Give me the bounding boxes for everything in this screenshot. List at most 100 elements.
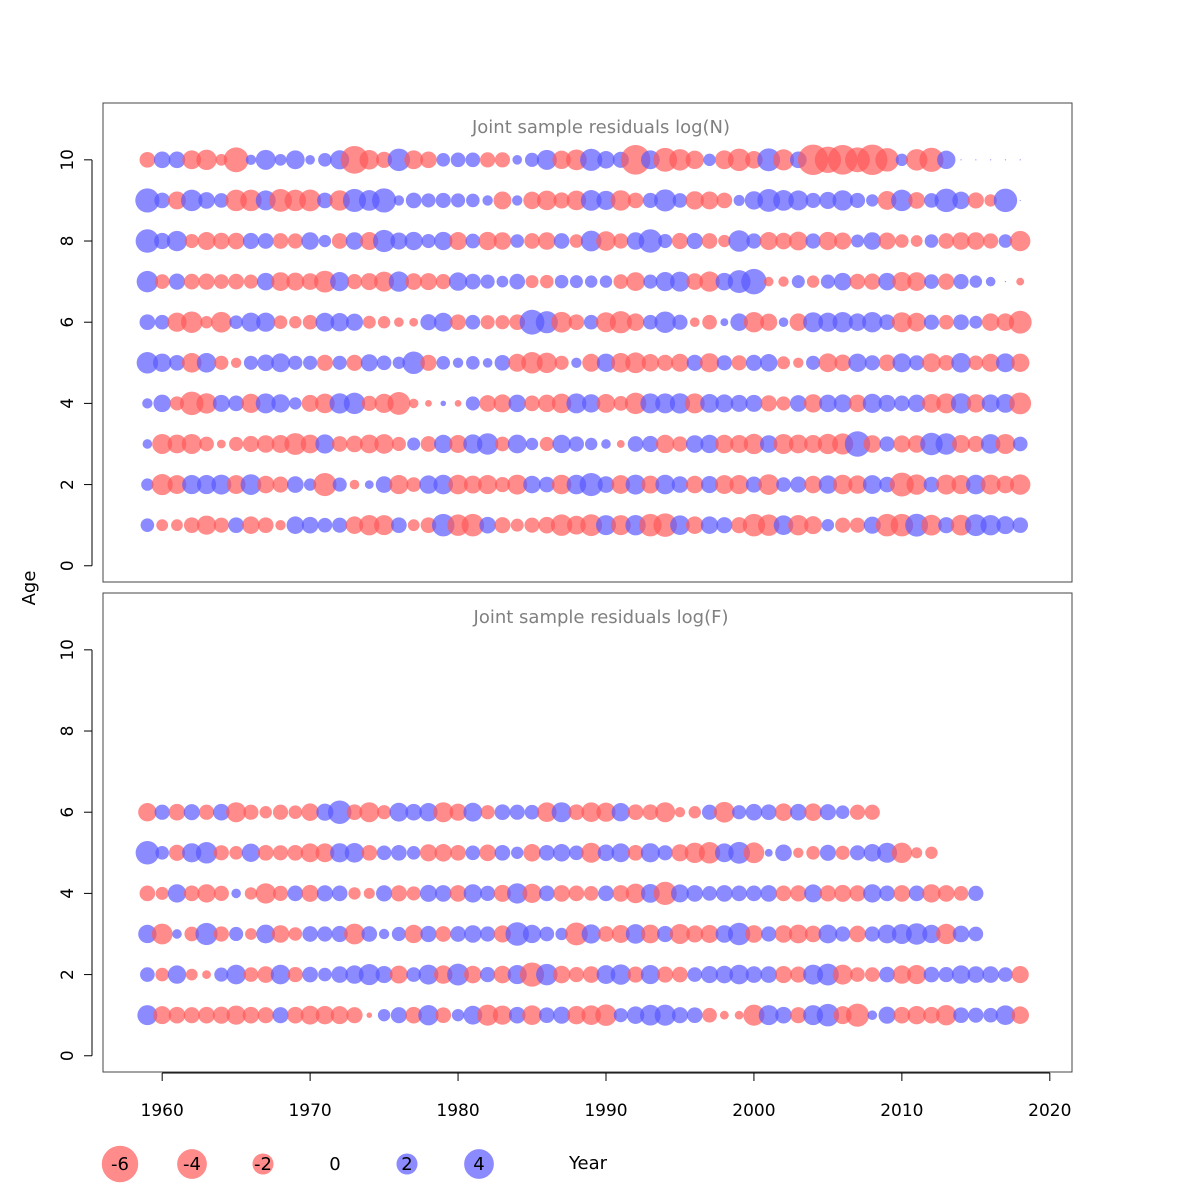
- bubble-point: [613, 233, 629, 249]
- bubble-point: [671, 476, 689, 493]
- bubble-point: [907, 435, 926, 453]
- panel-log-n: Joint sample residuals log(N) 0 2 4 6 8 10: [58, 102, 1073, 583]
- bubble-point: [864, 355, 880, 371]
- bubble-point: [552, 434, 571, 454]
- bubble-point: [732, 805, 747, 820]
- bubble-point: [671, 1007, 689, 1024]
- bubble-point: [775, 1006, 792, 1024]
- bubble-point: [375, 966, 393, 984]
- bubble-point: [480, 274, 495, 289]
- bubble-point: [834, 232, 852, 250]
- bubble-point: [167, 475, 187, 494]
- bubble-point: [391, 436, 406, 452]
- bubble-point: [435, 1007, 452, 1024]
- bubble-point: [139, 885, 156, 902]
- bubble-point: [1012, 517, 1029, 534]
- legend-label: -4: [183, 1154, 201, 1175]
- bubble-point: [274, 153, 287, 166]
- bubble-point: [776, 477, 791, 492]
- bubble-point: [181, 352, 202, 373]
- bubble-point: [818, 312, 838, 332]
- bubble-point: [538, 844, 555, 861]
- bubble-point: [196, 474, 217, 495]
- bubble-point: [759, 354, 778, 372]
- bubble-point: [895, 234, 909, 248]
- bubble-point: [300, 1005, 320, 1025]
- bubble-point: [213, 845, 229, 861]
- bubble-point: [674, 807, 686, 818]
- bubble-point: [793, 847, 804, 858]
- bubble-point: [435, 274, 451, 290]
- bubble-point: [878, 232, 896, 250]
- bubble-point: [922, 353, 941, 373]
- bubble-point: [213, 885, 229, 901]
- bubble-point: [624, 392, 647, 415]
- x-tick-label: 2000: [732, 1101, 775, 1121]
- bubble-point: [654, 311, 676, 333]
- bubble-point: [863, 435, 882, 453]
- bubble-point: [597, 844, 615, 862]
- bubble-point: [494, 517, 511, 534]
- bubble-point: [169, 396, 185, 411]
- bubble-point: [967, 966, 985, 983]
- bubble-point: [816, 1003, 840, 1027]
- bubble-point: [745, 803, 763, 821]
- bubble-point: [728, 841, 751, 864]
- bubble-point: [923, 476, 940, 493]
- bubble-point: [1016, 277, 1025, 286]
- bubble-point: [582, 966, 600, 983]
- bubble-point: [609, 311, 632, 334]
- bubble-point: [863, 516, 881, 534]
- bubble-point: [317, 192, 333, 209]
- bubble-point: [806, 355, 821, 370]
- bubble-point: [743, 842, 765, 864]
- bubble-point: [478, 474, 498, 495]
- bubble-point: [657, 925, 674, 943]
- bubble-point: [990, 159, 992, 161]
- bubble-point: [243, 804, 259, 820]
- bubble-point: [168, 1006, 186, 1024]
- bubble-point: [454, 399, 462, 407]
- bubble-point: [672, 436, 688, 452]
- bubble-point: [434, 844, 453, 862]
- bubble-point: [805, 192, 821, 209]
- panel-frame: [102, 592, 1073, 1073]
- bubble-point: [1011, 966, 1029, 984]
- bubble-point: [981, 353, 1000, 372]
- bubble-point: [287, 1006, 304, 1024]
- bubble-point: [257, 517, 274, 534]
- bubble-point: [1008, 310, 1032, 334]
- bubble-point: [1012, 436, 1028, 452]
- bubble-point: [507, 474, 528, 495]
- bubble-point: [139, 151, 156, 168]
- bubble-point: [340, 145, 369, 174]
- bubble-point: [245, 154, 257, 166]
- panel-frame: [102, 102, 1073, 583]
- bubble-point: [433, 312, 453, 332]
- bubble-point: [420, 517, 437, 534]
- bubble-point: [626, 1006, 645, 1024]
- bubble-point: [806, 275, 820, 288]
- bubble-point: [330, 313, 349, 332]
- bubble-point: [863, 844, 882, 862]
- bubble-point: [730, 434, 749, 453]
- bubble-point: [330, 843, 350, 863]
- bubble-point: [610, 515, 631, 536]
- bubble-point: [745, 476, 763, 493]
- x-axis-label: Year: [568, 1153, 608, 1174]
- bubble-point: [434, 434, 453, 454]
- bubble-point: [551, 311, 572, 333]
- bubble-point: [241, 843, 261, 862]
- bubble-point: [612, 885, 630, 902]
- bubble-point: [757, 148, 781, 172]
- bubble-point: [937, 150, 956, 170]
- bubble-point: [257, 966, 275, 983]
- bubble-point: [272, 233, 289, 249]
- bubble-point: [968, 355, 984, 371]
- bubble-point: [449, 232, 468, 251]
- bubble-point: [256, 272, 275, 291]
- legend-label: -6: [111, 1154, 129, 1175]
- bubble-point: [404, 150, 424, 170]
- bubble-point: [539, 926, 555, 942]
- bubble-point: [447, 963, 469, 986]
